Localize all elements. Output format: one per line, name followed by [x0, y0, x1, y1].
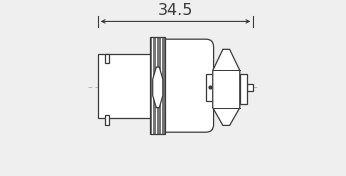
Text: 34.5: 34.5: [158, 3, 193, 18]
Bar: [240, 74, 247, 104]
Polygon shape: [153, 67, 163, 108]
Bar: [206, 74, 213, 101]
FancyBboxPatch shape: [158, 39, 213, 132]
Bar: [247, 84, 253, 91]
Polygon shape: [213, 49, 240, 125]
Bar: [105, 54, 109, 63]
Bar: [150, 37, 165, 134]
Bar: [98, 54, 206, 118]
Bar: [105, 115, 109, 125]
